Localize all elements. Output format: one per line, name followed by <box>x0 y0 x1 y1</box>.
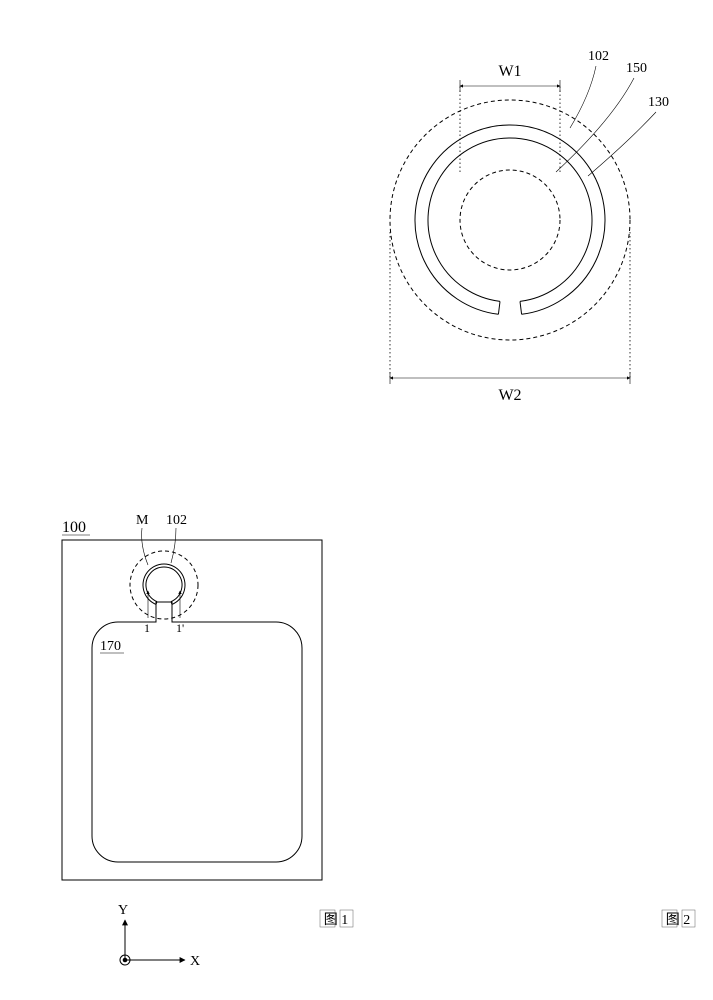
fig2-ring-end-r <box>520 301 522 314</box>
fig2-leader-150-label: 150 <box>626 61 647 76</box>
fig2-ring-inner <box>428 138 592 301</box>
fig2-dim-w1-label: W1 <box>498 63 521 80</box>
fig1-section-mark-right-label: 1' <box>176 621 184 635</box>
fig2-inner-dashed <box>460 170 560 270</box>
fig2-caption-text: 图 2 <box>666 913 691 928</box>
fig2-dim-w2-label: W2 <box>498 387 521 404</box>
fig1-caption: 图 1 <box>320 910 353 928</box>
fig2-caption: 图 2 <box>662 910 695 928</box>
fig2-dim-w1: W1 <box>460 63 560 172</box>
fig1-ring-dashed-outer <box>130 551 198 619</box>
fig1-ring-solid-outer <box>143 564 185 604</box>
assembly-label: 100 <box>62 519 86 536</box>
figure-1: 100 170 M 102 1 1' <box>62 513 353 969</box>
figure-2: W1 W2 102 150 130 图 2 <box>390 49 695 928</box>
fig1-axes: X Y <box>118 903 200 969</box>
page: 100 170 M 102 1 1' <box>0 0 713 1000</box>
fig2-dim-w2: W2 <box>390 232 630 404</box>
fig2-leader-102: 102 <box>570 49 609 128</box>
fig1-ring-solid-inner <box>146 567 182 602</box>
fig1-leader-102 <box>171 528 176 563</box>
fig2-dashed-outer <box>390 100 630 340</box>
fig1-outer-rect <box>62 540 322 880</box>
inner-panel-label: 170 <box>100 639 121 654</box>
fig2-leader-130: 130 <box>588 95 669 176</box>
fig2-ring-end-l <box>498 301 500 314</box>
fig1-axis-y-label: Y <box>118 903 128 918</box>
fig1-inner-panel <box>92 602 302 862</box>
fig1-leader-102-label: 102 <box>166 513 187 528</box>
fig1-axis-x-label: X <box>190 954 200 969</box>
diagram-svg: 100 170 M 102 1 1' <box>0 0 713 1000</box>
fig1-caption-text: 图 1 <box>324 913 349 928</box>
fig2-ring-outer <box>415 125 605 314</box>
fig2-leader-102-label: 102 <box>588 49 609 64</box>
fig2-leader-150: 150 <box>556 61 647 172</box>
fig1-leader-m <box>142 528 148 565</box>
fig1-leader-m-label: M <box>136 513 149 528</box>
fig1-section-mark-left-label: 1 <box>144 621 150 635</box>
fig2-leader-130-label: 130 <box>648 95 669 110</box>
